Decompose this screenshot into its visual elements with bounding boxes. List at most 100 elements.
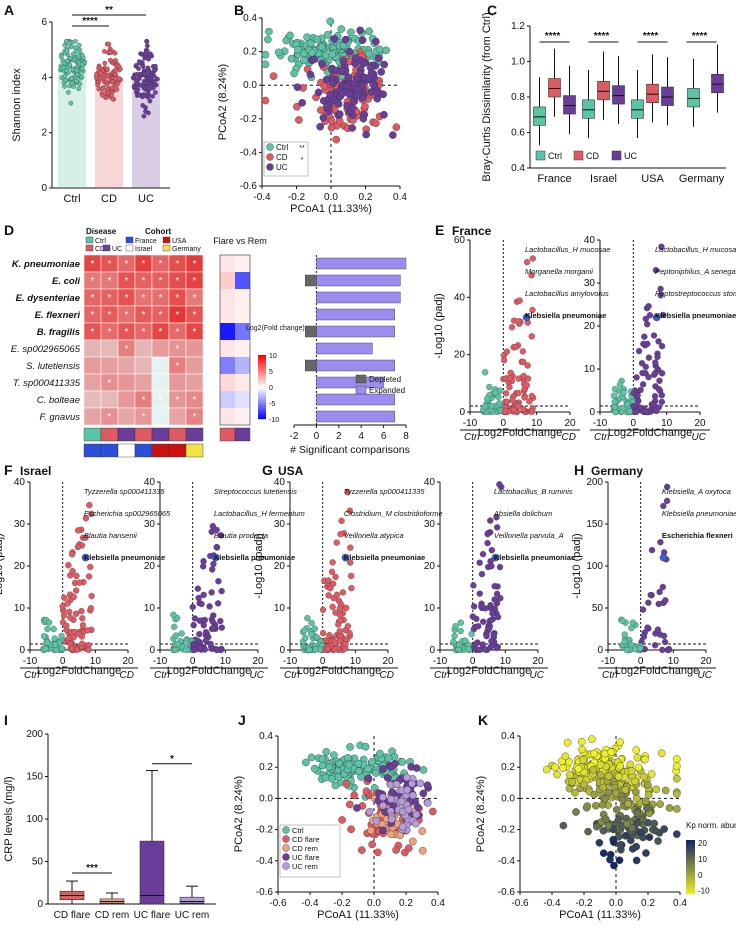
data-point <box>605 772 613 781</box>
data-point <box>506 384 513 391</box>
data-point <box>660 502 667 510</box>
data-point <box>79 622 87 629</box>
data-point <box>637 644 644 652</box>
bar-expanded <box>316 257 407 270</box>
species-label: Peptostreptococcus stomatis <box>655 289 736 298</box>
data-point <box>665 804 674 812</box>
data-point <box>319 606 327 614</box>
data-point <box>75 527 82 534</box>
box <box>582 99 595 119</box>
box <box>179 896 205 904</box>
y-tick-label: 100 <box>586 561 603 572</box>
data-point <box>189 603 196 611</box>
x-tick-label: 0 <box>631 418 637 429</box>
data-point <box>656 377 663 384</box>
sig-label: ** <box>105 5 113 16</box>
data-point <box>629 619 636 626</box>
y-tick-label: 10 <box>14 603 26 614</box>
sig-star: * <box>91 293 95 304</box>
data-point <box>623 646 631 654</box>
data-point <box>372 37 380 46</box>
colorbar-step <box>258 416 266 418</box>
data-point <box>607 748 615 756</box>
flare-cell <box>220 374 235 391</box>
y-tick-label: 50 <box>32 857 44 868</box>
data-point <box>82 515 90 522</box>
data-point <box>645 374 652 381</box>
y-tick-label: 20 <box>274 561 286 572</box>
data-point <box>109 85 115 91</box>
x-tick-label: 0 <box>314 431 320 442</box>
data-point <box>657 749 666 758</box>
flare-cell <box>235 272 250 289</box>
heat-cell <box>83 356 102 375</box>
data-point <box>568 778 577 786</box>
data-point <box>354 767 363 775</box>
data-point <box>100 86 106 91</box>
data-point <box>99 92 105 98</box>
data-point <box>191 615 199 622</box>
data-point <box>113 67 118 73</box>
colorbar-step <box>258 361 266 363</box>
data-point <box>325 763 334 771</box>
legend-label: UC <box>624 151 637 161</box>
colorbar-step <box>258 397 266 399</box>
y-tick-label: -0.4 <box>256 856 274 867</box>
direction-left: Ctrl <box>284 670 300 681</box>
data-point <box>314 88 323 97</box>
data-point <box>318 761 327 770</box>
box <box>597 81 610 101</box>
data-point <box>663 497 671 505</box>
species-label: Klebsiella pneumoniae <box>84 553 165 562</box>
data-point <box>302 634 309 642</box>
legend-label: Germany <box>172 246 201 253</box>
legend-swatch <box>355 374 367 384</box>
x-tick-label: 20 <box>382 656 394 667</box>
data-point <box>423 781 432 790</box>
data-point <box>654 353 661 360</box>
colorbar-step <box>686 844 695 846</box>
y-axis-label: -Log10 (padj) <box>253 533 265 598</box>
data-point <box>375 45 384 54</box>
bar-expanded <box>316 359 395 372</box>
data-point <box>416 779 425 788</box>
data-point <box>64 68 70 73</box>
data-point <box>412 810 421 819</box>
data-point <box>405 844 413 852</box>
data-point <box>389 131 397 139</box>
data-point <box>345 47 354 56</box>
panel-letter-h: H <box>574 462 585 478</box>
species-label: Klebsiella pneumoniae <box>344 553 425 562</box>
data-point <box>673 805 681 813</box>
data-point <box>62 73 68 79</box>
y-axis-label: PCoA2 (8.24%) <box>475 776 487 852</box>
legend-swatch <box>535 150 546 161</box>
data-point <box>599 849 608 857</box>
data-point <box>634 763 643 772</box>
data-point <box>618 796 627 804</box>
data-point <box>64 600 71 607</box>
data-point <box>342 780 351 788</box>
data-point <box>488 402 496 410</box>
data-point <box>330 751 338 759</box>
colorbar-step <box>686 875 695 877</box>
heat-cell <box>83 373 102 392</box>
data-point <box>307 39 315 48</box>
legend-label: UC rem <box>292 862 318 871</box>
panel-title-f: Israel <box>20 464 52 478</box>
species-label: Lactobacillus_B ruminis <box>494 487 573 496</box>
data-point <box>206 603 213 610</box>
data-point <box>644 340 651 348</box>
colorbar-step <box>686 886 695 888</box>
data-point <box>673 830 681 838</box>
data-point <box>311 625 318 632</box>
data-point <box>380 60 388 69</box>
y-axis-label: CRP levels (mg/l) <box>3 776 15 861</box>
data-point <box>339 589 347 596</box>
box <box>687 88 700 108</box>
sig-star: * <box>108 259 112 270</box>
data-point <box>462 637 469 644</box>
data-point <box>73 78 79 84</box>
data-point <box>356 26 364 35</box>
data-point <box>72 45 78 50</box>
